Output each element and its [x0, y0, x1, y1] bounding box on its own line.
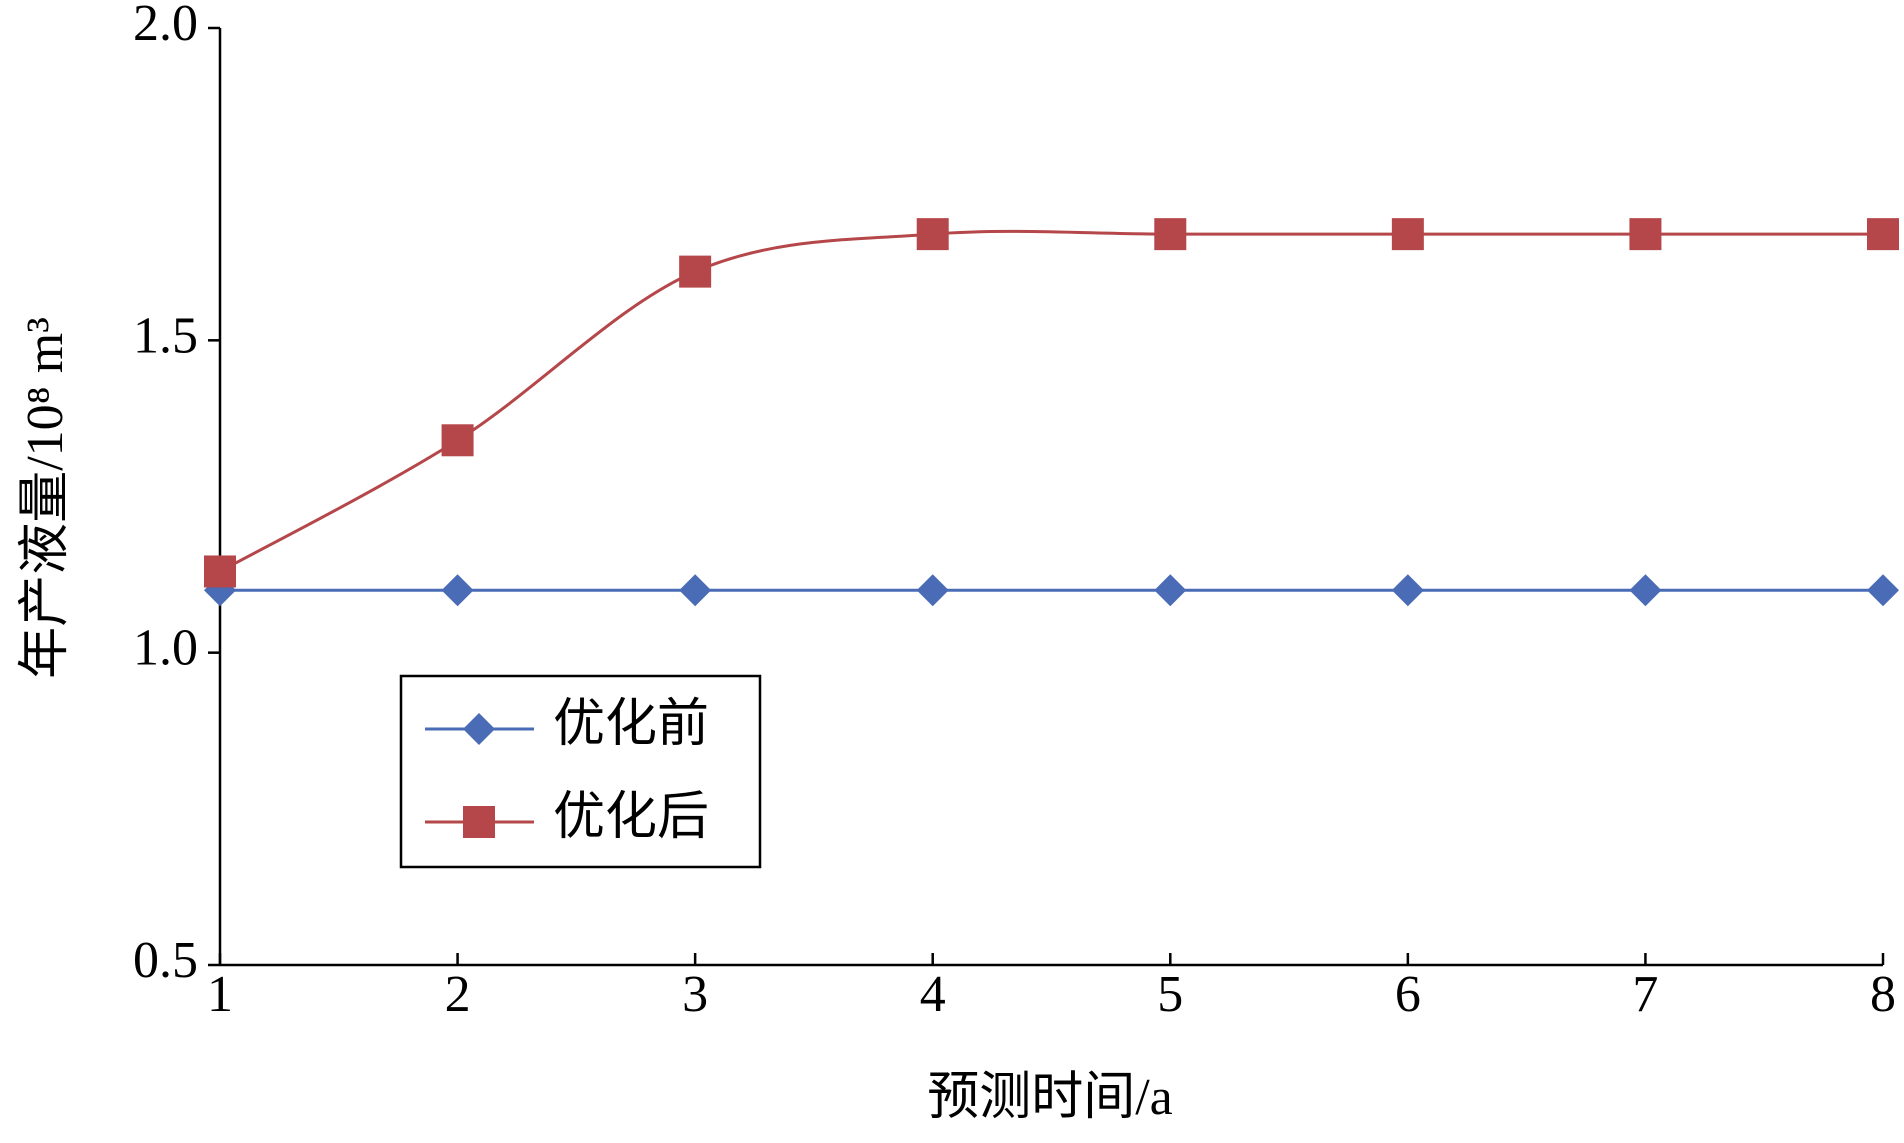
- x-axis-label: 预测时间/a: [927, 1069, 1173, 1126]
- data-point: [916, 574, 949, 607]
- data-point: [679, 574, 712, 607]
- y-tick-label: 0.5: [133, 932, 198, 989]
- data-point: [1629, 218, 1662, 251]
- series-line: [219, 229, 1883, 573]
- y-tick-label: 2.0: [133, 0, 198, 52]
- legend-marker: [463, 713, 495, 745]
- data-point: [1391, 574, 1424, 607]
- data-point: [441, 574, 474, 607]
- x-tick-label: 7: [1632, 966, 1658, 1023]
- data-point: [916, 218, 949, 251]
- data-point: [1867, 218, 1899, 251]
- legend-label: 优化前: [553, 696, 709, 753]
- x-tick-label: 5: [1157, 966, 1183, 1023]
- x-tick-label: 1: [207, 966, 233, 1023]
- data-point: [204, 555, 236, 588]
- data-point: [1154, 218, 1187, 251]
- data-point: [1154, 574, 1187, 607]
- y-axis-label: 年产液量/10⁸ m³: [17, 317, 74, 679]
- y-tick-label: 1.5: [133, 307, 198, 364]
- data-point: [679, 255, 712, 288]
- x-tick-label: 4: [920, 966, 946, 1023]
- legend-label: 优化后: [553, 789, 709, 846]
- x-tick-label: 6: [1395, 966, 1421, 1023]
- y-tick-label: 1.0: [133, 620, 198, 677]
- legend-box: [399, 674, 762, 869]
- x-tick-label: 2: [445, 966, 471, 1023]
- data-point: [1391, 218, 1424, 251]
- data-point: [1867, 574, 1899, 607]
- legend-marker: [463, 806, 495, 838]
- x-tick-label: 8: [1870, 966, 1896, 1023]
- data-point: [441, 424, 474, 457]
- x-tick-label: 3: [682, 966, 708, 1023]
- data-point: [1629, 574, 1662, 607]
